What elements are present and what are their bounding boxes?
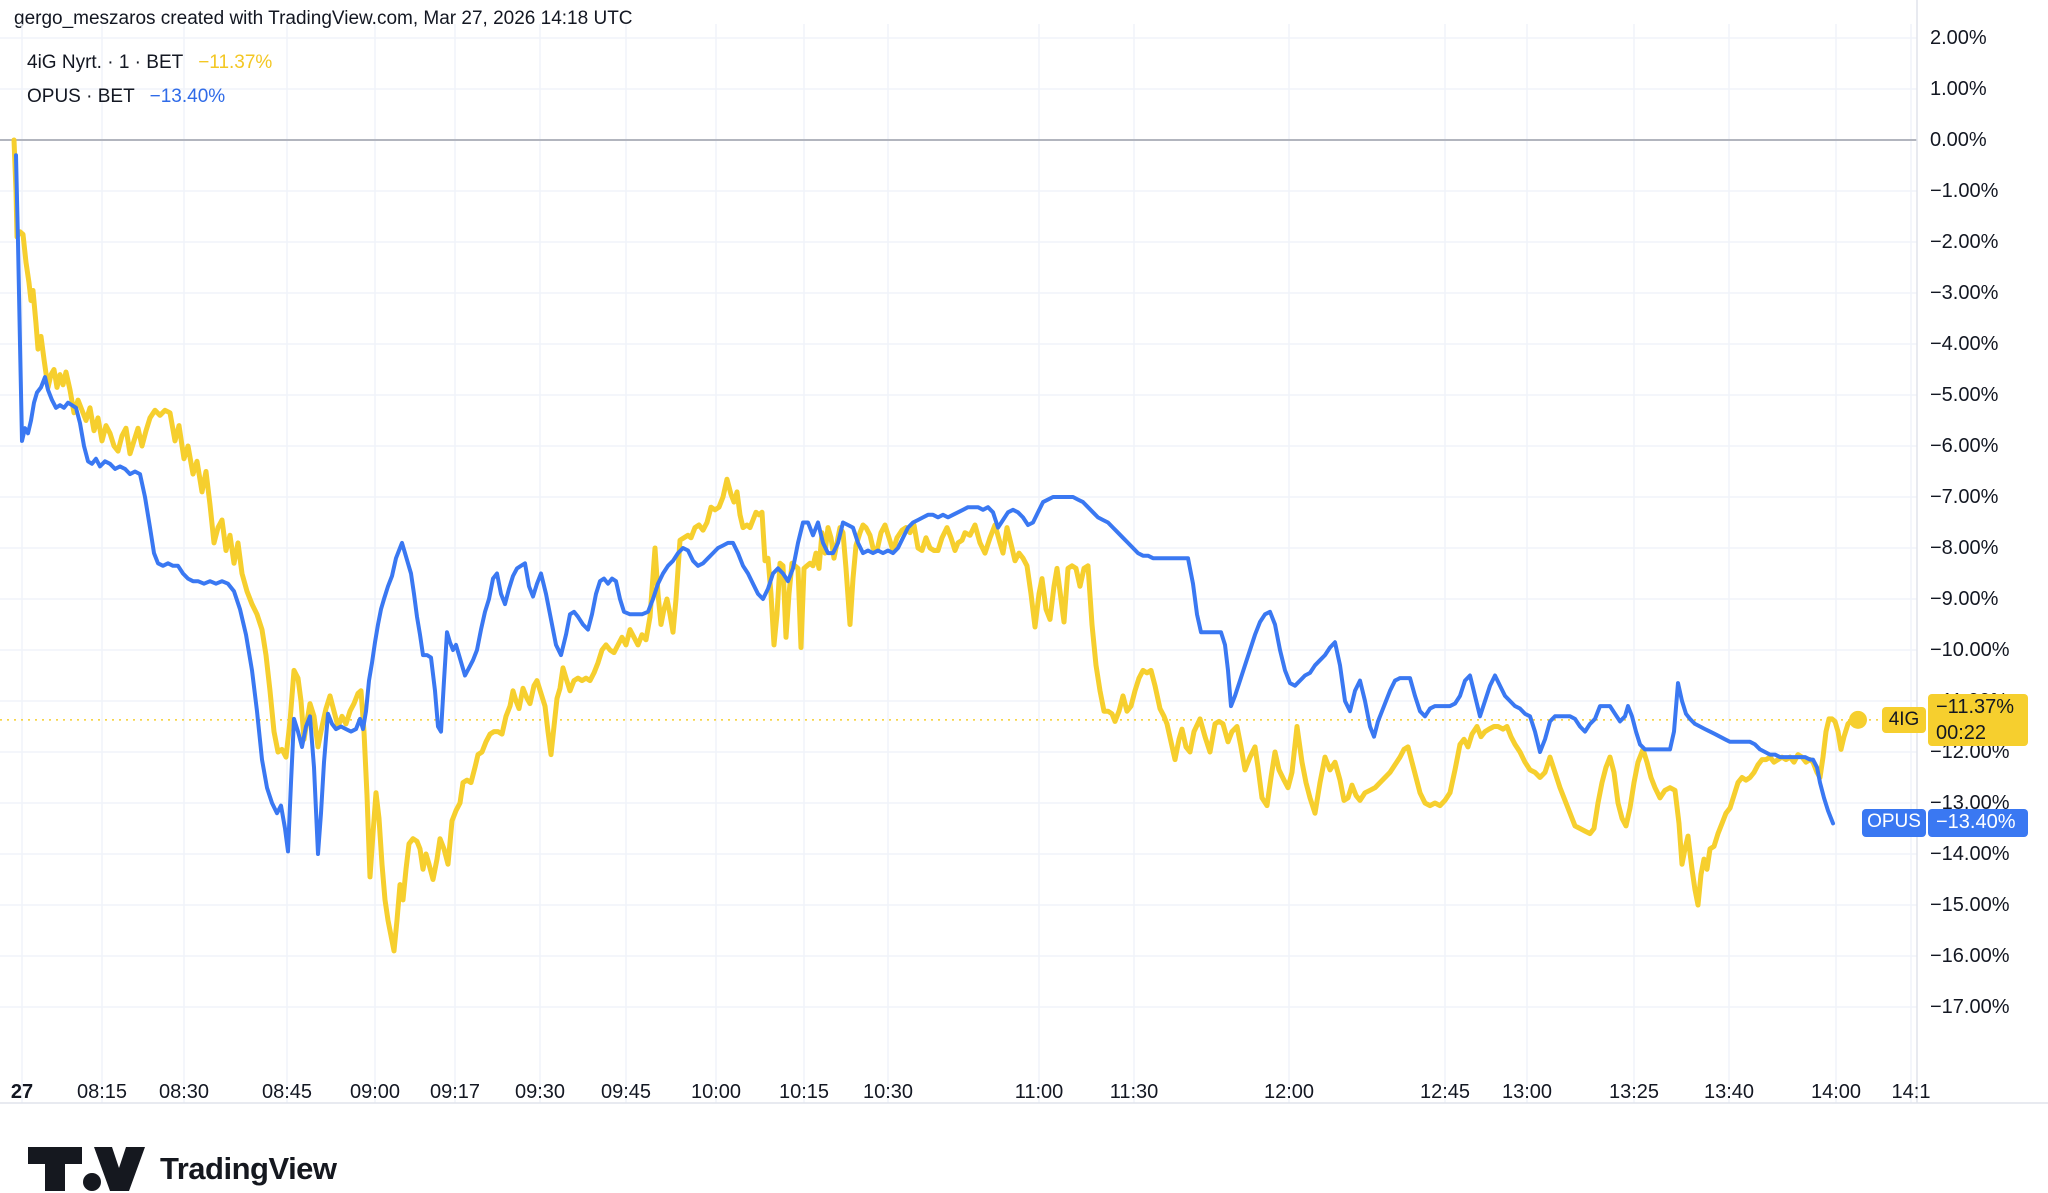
y-axis-label: −15.00% xyxy=(1930,894,2010,916)
price-chart-plot[interactable] xyxy=(0,0,2048,1130)
legend-symbol-opus: OPUS · BET xyxy=(27,86,135,107)
series-line-4ig xyxy=(11,137,1859,954)
x-axis-label: 14:1 xyxy=(1891,1081,1931,1103)
x-axis-label: 13:00 xyxy=(1501,1081,1553,1103)
tradingview-logo[interactable]: TradingView xyxy=(28,1146,337,1192)
ticker-badge-opus-text: OPUS xyxy=(1867,811,1921,833)
y-axis-label: −3.00% xyxy=(1930,282,1999,304)
x-axis-label: 14:00 xyxy=(1810,1081,1862,1103)
price-badge-opus-text: −13.40% xyxy=(1936,811,2016,834)
ticker-badge-4ig[interactable]: 4IG xyxy=(1882,706,1926,733)
x-axis-label: 10:00 xyxy=(690,1081,742,1103)
legend-value-opus: −13.40% xyxy=(149,86,226,107)
y-axis-label: −8.00% xyxy=(1930,537,1999,559)
x-axis-label: 08:30 xyxy=(158,1081,210,1103)
y-axis-label: −16.00% xyxy=(1930,945,2010,967)
y-axis-label: −4.00% xyxy=(1930,333,1999,355)
tradingview-logo-icon xyxy=(28,1147,145,1191)
x-axis-label: 11:30 xyxy=(1109,1081,1159,1103)
price-badge-opus[interactable]: −13.40% xyxy=(1928,809,2028,838)
x-axis-label: 12:45 xyxy=(1419,1081,1471,1103)
y-axis-label: −5.00% xyxy=(1930,384,1999,406)
price-badge-4ig-text: 00:22 xyxy=(1936,721,1987,744)
x-axis-label: 09:30 xyxy=(514,1081,566,1103)
y-axis-label: 0.00% xyxy=(1930,129,1987,151)
x-axis-label: 08:15 xyxy=(76,1081,128,1103)
x-axis-label: 09:00 xyxy=(349,1081,401,1103)
y-axis-label: −1.00% xyxy=(1930,180,1999,202)
y-axis-label: −6.00% xyxy=(1930,435,1999,457)
series-end-dot-4ig xyxy=(1849,710,1867,729)
y-axis-label: −10.00% xyxy=(1930,639,2010,661)
legend-value-4ig: −11.37% xyxy=(198,52,273,73)
y-axis-label: −12.00% xyxy=(1930,741,2010,763)
x-axis-label: 08:45 xyxy=(261,1081,313,1103)
price-badge-4ig-text: −11.37% xyxy=(1936,695,2015,718)
ticker-badge-4ig-text: 4IG xyxy=(1888,708,1920,730)
y-axis-label: 1.00% xyxy=(1930,78,1987,100)
x-axis-label: 27 xyxy=(10,1081,34,1103)
y-axis-label: 2.00% xyxy=(1930,27,1987,49)
legend-row-4ig[interactable]: 4iG Nyrt. · 1 · BET −11.37% xyxy=(27,46,272,80)
y-axis-label: −7.00% xyxy=(1930,486,1999,508)
x-axis-label: 13:25 xyxy=(1608,1081,1660,1103)
price-badge-4ig[interactable]: −11.37% 00:22 xyxy=(1928,693,2028,746)
x-axis-label: 09:17 xyxy=(429,1081,481,1103)
x-axis-label: 10:15 xyxy=(778,1081,830,1103)
y-axis-label: −14.00% xyxy=(1930,843,2010,865)
y-axis-label: −9.00% xyxy=(1930,588,1999,610)
x-axis-label: 09:45 xyxy=(600,1081,652,1103)
y-axis-label: −2.00% xyxy=(1930,231,1999,253)
series-line-opus xyxy=(14,153,1835,856)
y-axis-label: −17.00% xyxy=(1930,996,2010,1018)
ticker-badge-opus[interactable]: OPUS xyxy=(1862,809,1926,838)
x-axis-label: 11:00 xyxy=(1014,1081,1064,1103)
x-axis-label: 12:00 xyxy=(1263,1081,1315,1103)
tradingview-wordmark: TradingView xyxy=(160,1151,337,1186)
y-axis-label: −13.00% xyxy=(1930,792,2010,814)
x-axis-label: 10:30 xyxy=(862,1081,914,1103)
legend-symbol-4ig: 4iG Nyrt. · 1 · BET xyxy=(27,52,183,73)
x-axis-label: 13:40 xyxy=(1703,1081,1755,1103)
chart-legend: 4iG Nyrt. · 1 · BET −11.37% OPUS · BET −… xyxy=(27,46,272,114)
legend-row-opus[interactable]: OPUS · BET −13.40% xyxy=(27,80,272,114)
attribution-header: gergo_meszaros created with TradingView.… xyxy=(14,8,633,29)
